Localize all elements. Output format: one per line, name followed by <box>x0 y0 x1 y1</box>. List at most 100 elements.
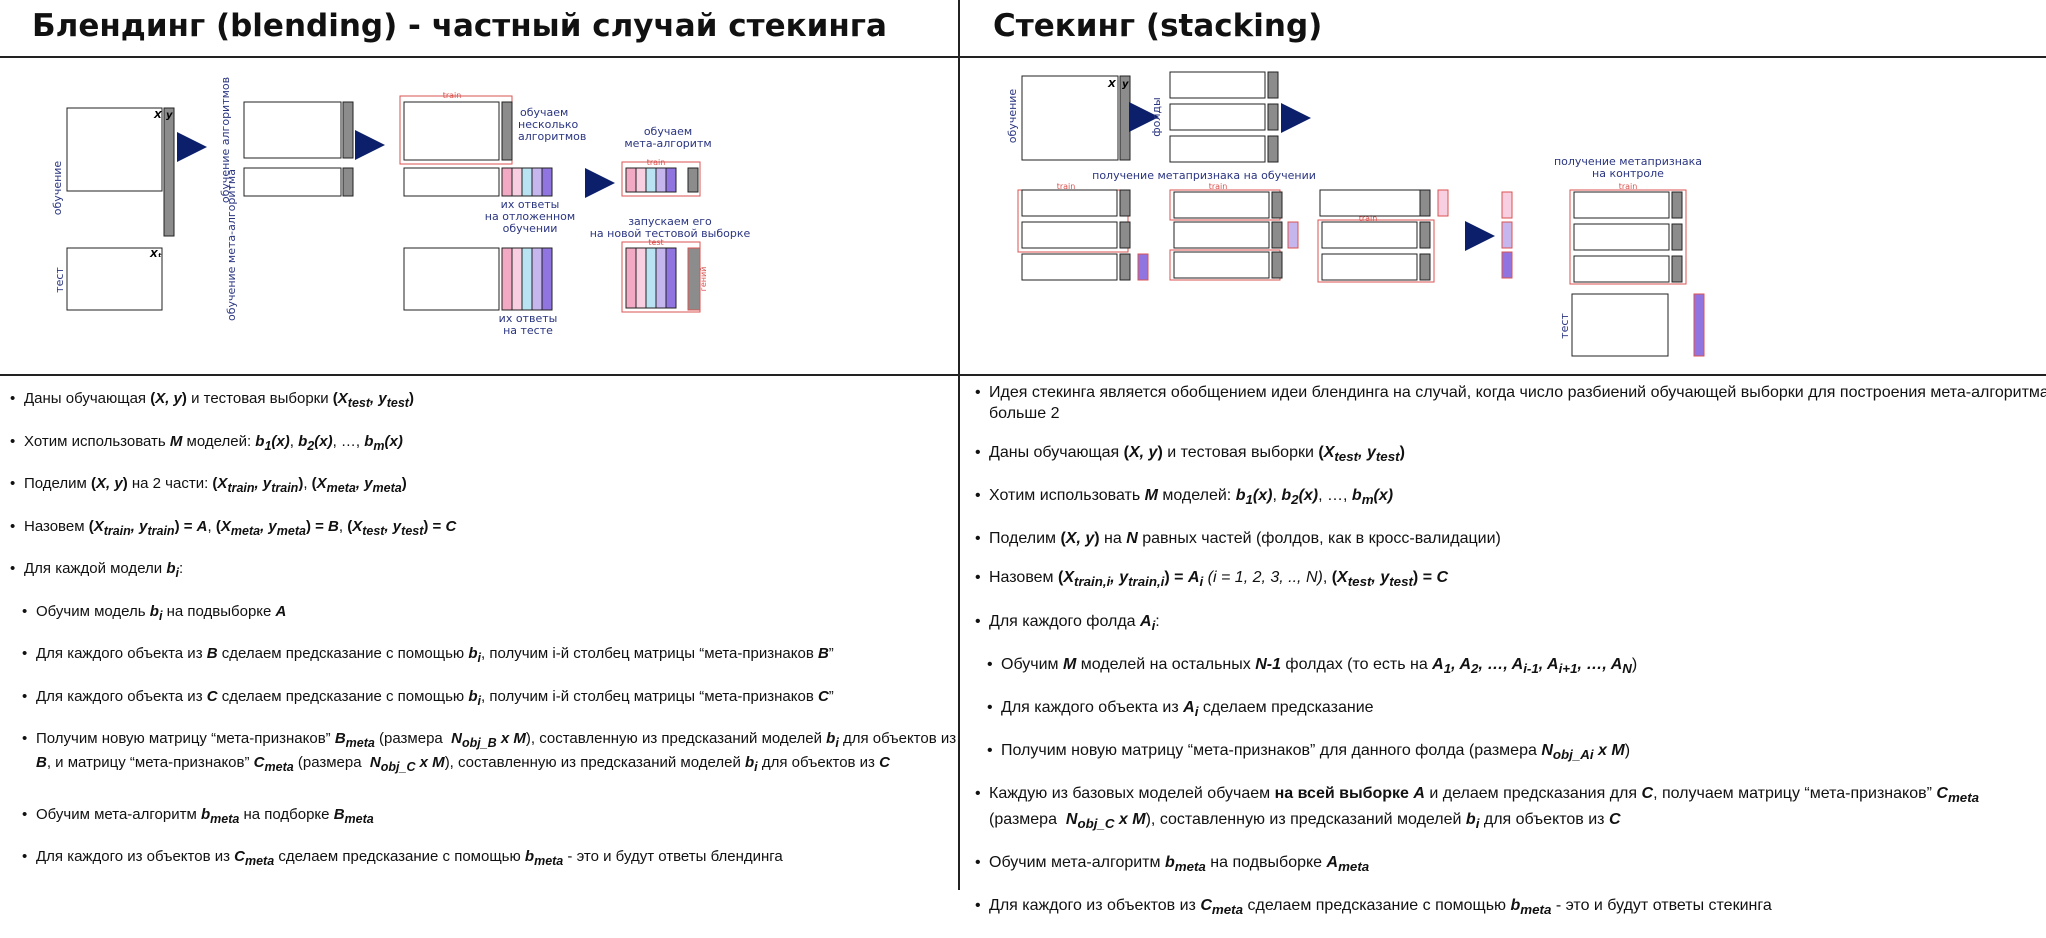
fold-matrix <box>1021 221 1118 249</box>
meta-train-col <box>625 167 637 193</box>
bullet-item: Для каждой модели bi: <box>10 559 966 583</box>
bullet-item: Для каждого объекта из C сделаем предска… <box>22 687 966 711</box>
right-title-rule <box>960 56 2046 58</box>
bullet-item: Обучим мета-алгоритм bmeta на подвыборке… <box>975 852 2046 877</box>
col-x-label: X <box>1107 79 1117 90</box>
holdout-col <box>521 167 533 197</box>
meta-test-col <box>635 247 647 309</box>
fold-target <box>1119 253 1131 281</box>
fold-target <box>1419 189 1431 217</box>
label-train-meta: обучение мета-алгоритма <box>225 169 238 321</box>
training-matrix <box>66 107 163 192</box>
split-train-target <box>342 101 354 159</box>
train-tag: train <box>443 91 462 100</box>
test-tag: test <box>648 238 663 247</box>
meta-train-col <box>655 167 667 193</box>
note-meta-control: получение метапризнака на контроле <box>1554 155 1702 180</box>
bullet-item: Обучим мета-алгоритм bmeta на подборке B… <box>22 805 966 829</box>
fold-target <box>1267 135 1279 163</box>
note-train-meta: обучаем мета-алгоритм <box>624 125 711 150</box>
fold-matrix <box>1173 191 1270 219</box>
fold-matrix <box>1173 221 1270 249</box>
meta-feature <box>1287 221 1299 249</box>
right-title: Стекинг (stacking) <box>993 8 1323 44</box>
base-train-target <box>501 101 513 161</box>
bullet-item: Получим новую матрицу “мета-признаков” B… <box>22 729 966 786</box>
train-frame <box>1569 189 1687 285</box>
fold-target <box>1267 71 1279 99</box>
bullet-item: Получим новую матрицу “мета-признаков” д… <box>987 740 2046 765</box>
blending-diagram: обучение X y обучение алгоритмов обучени… <box>51 77 751 337</box>
bullet-item: Даны обучающая (X, y) и тестовая выборки… <box>10 389 966 413</box>
train-tag: train <box>1209 182 1228 191</box>
test-col <box>541 247 553 311</box>
train-tag: train <box>1057 182 1076 191</box>
bullet-item: Даны обучающая (X, y) и тестовая выборки… <box>975 442 2046 467</box>
fold-target <box>1671 223 1683 251</box>
result-tag: гений <box>699 267 708 292</box>
note-train-several: обучаем несколько алгоритмов <box>518 106 586 143</box>
fold-target <box>1671 191 1683 219</box>
fold-matrix <box>1573 191 1670 219</box>
bullet-item: Обучим M моделей на остальных N-1 фолдах… <box>987 654 2046 679</box>
label-folds: фолды <box>1150 97 1163 136</box>
label-train-algorithms: обучение алгоритмов <box>219 77 232 203</box>
label-training: обучение <box>51 161 64 216</box>
training-target <box>163 107 175 237</box>
diagram-rule <box>0 374 2046 376</box>
bullet-item: Хотим использовать M моделей: b1(x), b2(… <box>975 485 2046 510</box>
meta-test-col <box>665 247 677 309</box>
meta-feature <box>1137 253 1149 281</box>
bullet-item: Поделим (X, y) на N равных частей (фолдо… <box>975 528 2046 549</box>
fold-target <box>1271 251 1283 279</box>
slide: Блендинг (blending) - частный случай сте… <box>0 0 2046 890</box>
col-y-label: y <box>166 110 173 121</box>
bullet-item: Поделим (X, y) на 2 части: (Xtrain, ytra… <box>10 474 966 498</box>
fold-matrix <box>1021 189 1118 217</box>
bullet-item: Хотим использовать M моделей: b1(x), b2(… <box>10 432 966 456</box>
bullet-item: Для каждого из объектов из Cmeta сделаем… <box>22 847 966 871</box>
label-test: тест <box>1558 313 1571 339</box>
meta-train-col <box>635 167 647 193</box>
bullet-item: Каждую из базовых моделей обучаем на все… <box>975 783 2046 833</box>
fold-matrix <box>1321 221 1418 249</box>
col-y-label: y <box>1122 79 1129 90</box>
train-frame <box>1317 219 1435 283</box>
test-matrix <box>1571 293 1669 357</box>
fold-matrix <box>1573 255 1670 283</box>
col-x-label: X <box>153 110 163 121</box>
meta-train-col <box>645 167 657 193</box>
fold-target <box>1271 221 1283 249</box>
fold-matrix <box>1169 135 1266 163</box>
meta-feature-stack <box>1501 251 1513 279</box>
meta-test-col <box>645 247 657 309</box>
test-col <box>521 247 533 311</box>
blending-bullet-list: Даны обучающая (X, y) и тестовая выборки… <box>10 389 966 890</box>
fold-matrix <box>1021 253 1118 281</box>
fold-target <box>1419 221 1431 249</box>
fold-target <box>1119 221 1131 249</box>
holdout-col <box>541 167 553 197</box>
note-answers-test: их ответы на тесте <box>499 312 558 337</box>
bullet-item: Назовем (Xtrain, ytrain) = A, (Xmeta, ym… <box>10 517 966 541</box>
bullet-item: Назовем (Xtrain,i, ytrain,i) = Ai (i = 1… <box>975 567 2046 592</box>
test-col <box>511 247 523 311</box>
result-column <box>687 247 701 311</box>
bullet-item: Для каждого фолда Ai: <box>975 611 2046 636</box>
fold-matrix <box>1173 251 1270 279</box>
label-training: обучение <box>1006 89 1019 144</box>
left-title: Блендинг (blending) - частный случай сте… <box>32 8 887 44</box>
fold-matrix <box>1169 71 1266 99</box>
meta-train-target <box>687 167 699 193</box>
bullet-item: Обучим модель bi на подвыборке A <box>22 602 966 626</box>
split-meta-target <box>342 167 354 197</box>
note-run-test: запускаем его на новой тестовой выборке <box>590 215 751 240</box>
bullet-item: Для каждого объекта из B сделаем предска… <box>22 644 966 668</box>
label-test: тест <box>53 267 66 293</box>
base-train-matrix <box>403 101 500 161</box>
bullet-item: Для каждого объекта из Ai сделаем предск… <box>987 697 2046 722</box>
train-tag: train <box>1619 182 1638 191</box>
fold-matrix <box>1169 103 1266 131</box>
meta-train-frame <box>621 161 701 197</box>
holdout-col <box>511 167 523 197</box>
